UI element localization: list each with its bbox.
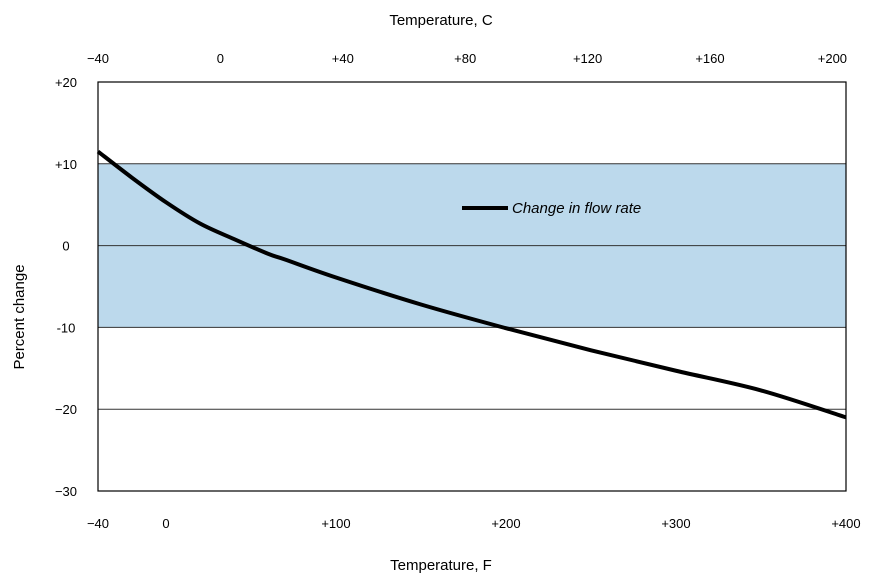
top-tick-label: +200 <box>818 51 847 66</box>
y-tick-label: −30 <box>55 484 77 499</box>
y-tick-label: −20 <box>55 402 77 417</box>
series-line-change-in-flow-rate <box>96 149 847 420</box>
plot-frame <box>97 81 847 492</box>
bottom-tick-label: +100 <box>321 516 350 531</box>
bottom-tick-label: +300 <box>661 516 690 531</box>
y-tick-label: +10 <box>55 157 77 172</box>
bottom-tick-label: −40 <box>87 516 109 531</box>
y-axis-title: Percent change <box>11 264 28 369</box>
gridlines <box>97 81 847 492</box>
top-tick-label: 0 <box>217 51 224 66</box>
top-tick-label: +120 <box>573 51 602 66</box>
bottom-tick-label: 0 <box>162 516 169 531</box>
bottom-axis-title: Temperature, F <box>390 557 492 574</box>
top-tick-label: +160 <box>695 51 724 66</box>
top-tick-label: +40 <box>332 51 354 66</box>
top-axis-title: Temperature, C <box>389 12 493 29</box>
bottom-axis-ticks: −40 0 +100 +200 +300 +400 <box>87 516 861 531</box>
legend: Change in flow rate <box>462 200 641 217</box>
top-tick-label: +80 <box>454 51 476 66</box>
y-tick-label: -10 <box>57 320 76 335</box>
bottom-tick-label: +400 <box>831 516 860 531</box>
legend-label: Change in flow rate <box>512 200 641 217</box>
plot-area <box>98 82 846 491</box>
y-tick-label: +20 <box>55 75 77 90</box>
y-tick-label: 0 <box>62 239 69 254</box>
bottom-tick-label: +200 <box>491 516 520 531</box>
series-layer <box>96 149 847 420</box>
top-axis-ticks: −40 0 +40 +80 +120 +160 +200 <box>87 51 847 66</box>
y-axis-ticks: +20 +10 0 -10 −20 −30 <box>55 75 77 499</box>
top-tick-label: −40 <box>87 51 109 66</box>
